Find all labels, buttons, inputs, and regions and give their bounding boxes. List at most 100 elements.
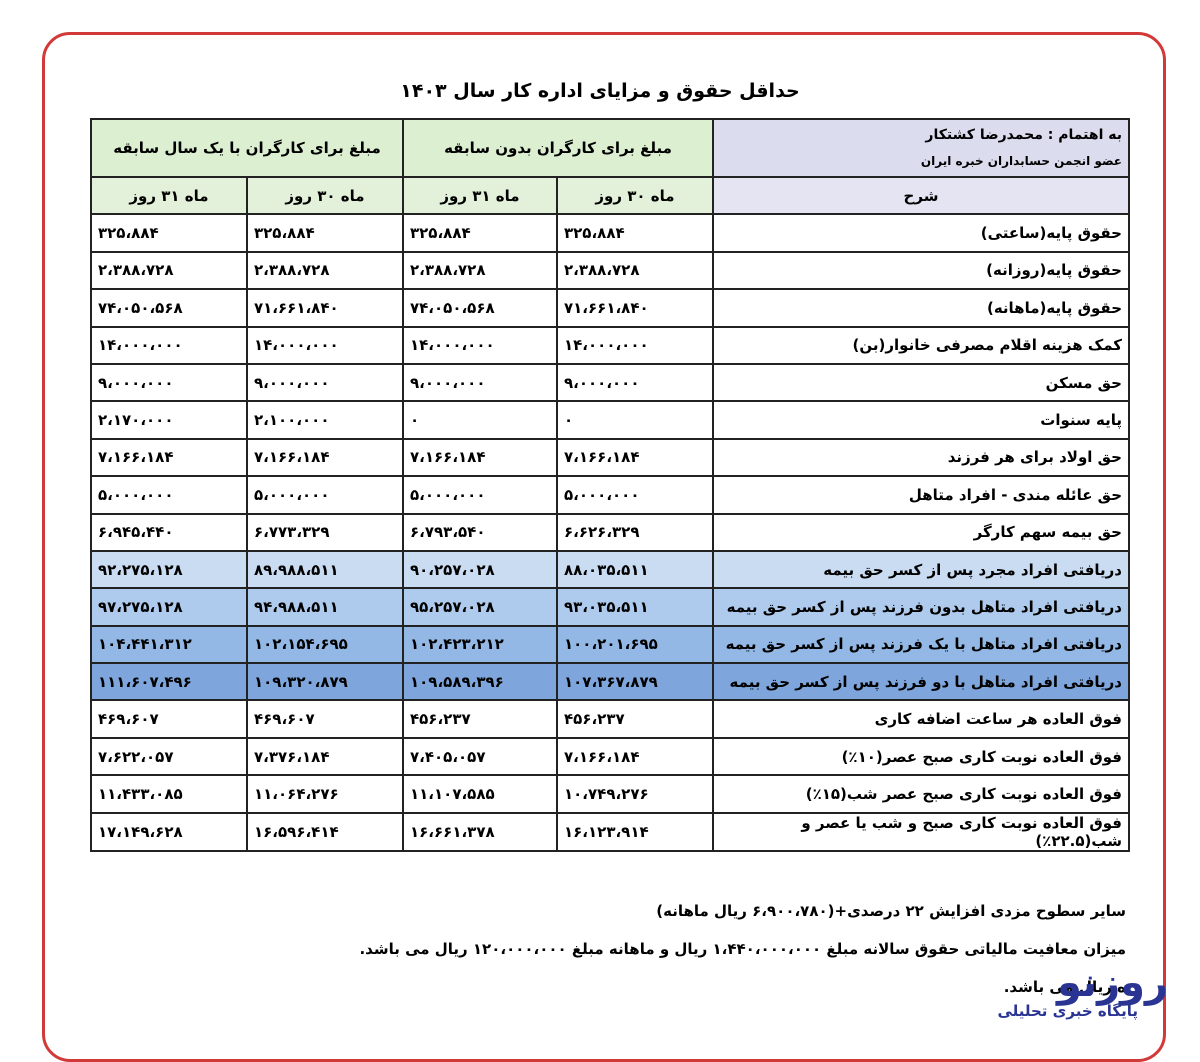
amount: ۳۲۵،۸۸۴	[90, 213, 248, 253]
amount: ۹،۰۰۰،۰۰۰	[556, 362, 714, 403]
amount: ۲،۱۰۰،۰۰۰	[246, 400, 404, 440]
amount: ۶،۷۷۳،۳۲۹	[246, 512, 404, 552]
group-header: مبلغ برای کارگران بدون سابقه	[402, 118, 714, 178]
row: حقوق پایه(ساعتی) ۳۲۵،۸۸۴ ۳۲۵،۸۸۴ ۳۲۵،۸۸۴ ۳۲۵…	[90, 213, 1130, 253]
row: حقوق پایه(روزانه) ۲،۳۸۸،۷۲۸ ۲،۳۸۸،۷۲۸ ۲،۳۸۸…	[90, 250, 1130, 291]
amount: ۷۴،۰۵۰،۵۶۸	[90, 288, 248, 328]
amount: ۴۵۶،۲۳۷	[556, 699, 714, 739]
row: حق بیمه سهم کارگر ۶،۶۲۶،۳۲۹ ۶،۷۹۳،۵۴۰ ۶،۷۷۳…	[90, 512, 1130, 552]
amount: ۷،۴۰۵،۰۵۷	[402, 736, 558, 777]
amount: ۰	[556, 400, 714, 440]
amount: ۱۰۹،۳۲۰،۸۷۹	[246, 662, 404, 702]
amount: ۹۷،۲۷۵،۱۲۸	[90, 587, 248, 627]
amount: ۲،۳۸۸،۷۲۸	[90, 250, 248, 291]
amount: ۱۰۹،۵۸۹،۳۹۶	[402, 662, 558, 702]
amount: ۶،۹۴۵،۴۴۰	[90, 512, 248, 552]
group-header: مبلغ برای کارگران با یک سال سابقه	[90, 118, 404, 178]
column-header: ماه ۳۰ روز	[246, 175, 404, 216]
amount: ۱۷،۱۴۹،۶۲۸	[90, 811, 248, 852]
amount: ۱۶،۵۹۶،۴۱۴	[246, 811, 404, 852]
amount: ۹۴،۹۸۸،۵۱۱	[246, 587, 404, 627]
credit-sub: عضو انجمن حسابداران خبره ایران	[920, 154, 1122, 168]
row: دریافتی افراد مجرد پس از کسر حق بیمه ۸۸،۰…	[90, 549, 1130, 590]
row-label: فوق العاده نوبت کاری صبح و شب یا عصر و ش…	[712, 811, 1130, 852]
amount: ۷،۱۶۶،۱۸۴	[556, 736, 714, 777]
salary-table: به اهتمام : محمدرضا کشتکار عضو انجمن حساب…	[90, 118, 1130, 852]
row-label: دریافتی افراد متاهل بدون فرزند پس از کسر…	[712, 587, 1130, 627]
amount: ۸۸،۰۳۵،۵۱۱	[556, 549, 714, 590]
amount: ۷،۱۶۶،۱۸۴	[90, 437, 248, 478]
amount: ۳۲۵،۸۸۴	[402, 213, 558, 253]
amount: ۳۲۵،۸۸۴	[246, 213, 404, 253]
credit: به اهتمام : محمدرضا کشتکار	[925, 127, 1122, 143]
amount: ۱۰۲،۴۲۳،۲۱۲	[402, 624, 558, 665]
amount: ۱۰۰،۲۰۱،۶۹۵	[556, 624, 714, 665]
amount: ۹،۰۰۰،۰۰۰	[90, 362, 248, 403]
row: فوق العاده نوبت کاری صبح و شب یا عصر و ش…	[90, 811, 1130, 852]
column-header: ماه ۳۱ روز	[90, 175, 248, 216]
amount: ۹،۰۰۰،۰۰۰	[246, 362, 404, 403]
row: پایه سنوات ۰ ۰ ۲،۱۰۰،۰۰۰ ۲،۱۷۰،۰۰۰	[90, 400, 1130, 440]
row-label: فوق العاده نوبت کاری صبح عصر شب(۱۵٪)	[712, 774, 1130, 814]
amount: ۱۰۲،۱۵۴،۶۹۵	[246, 624, 404, 665]
column-header: ماه ۳۱ روز	[402, 175, 558, 216]
amount: ۲،۳۸۸،۷۲۸	[402, 250, 558, 291]
row-label: دریافتی افراد متاهل با دو فرزند پس از کس…	[712, 662, 1130, 702]
amount: ۱۴،۰۰۰،۰۰۰	[402, 325, 558, 365]
amount: ۲،۳۸۸،۷۲۸	[246, 250, 404, 291]
row: دریافتی افراد متاهل بدون فرزند پس از کسر…	[90, 587, 1130, 627]
amount: ۶،۷۹۳،۵۴۰	[402, 512, 558, 552]
amount: ۸۹،۹۸۸،۵۱۱	[246, 549, 404, 590]
amount: ۷،۱۶۶،۱۸۴	[246, 437, 404, 478]
column-header: شرح	[712, 175, 1130, 216]
amount: ۱۱،۱۰۷،۵۸۵	[402, 774, 558, 814]
amount: ۷۱،۶۶۱،۸۴۰	[246, 288, 404, 328]
amount: ۹۵،۲۵۷،۰۲۸	[402, 587, 558, 627]
row: فوق العاده نوبت کاری صبح عصر شب(۱۵٪) ۱۰،۷…	[90, 774, 1130, 814]
logo-tagline: پایگاه خبری تحلیلی	[997, 1002, 1138, 1020]
row-label: حق مسکن	[712, 362, 1130, 403]
amount: ۱۶،۶۶۱،۳۷۸	[402, 811, 558, 852]
row-label: حق اولاد برای هر فرزند	[712, 437, 1130, 478]
row-label: دریافتی افراد مجرد پس از کسر حق بیمه	[712, 549, 1130, 590]
amount: ۴۶۹،۶۰۷	[246, 699, 404, 739]
amount: ۲،۱۷۰،۰۰۰	[90, 400, 248, 440]
title: حداقل حقوق و مزایای اداره کار سال ۱۴۰۳	[400, 80, 800, 102]
amount: ۳۲۵،۸۸۴	[556, 213, 714, 253]
row-label: پایه سنوات	[712, 400, 1130, 440]
page: حداقل حقوق و مزایای اداره کار سال ۱۴۰۳ ب…	[42, 32, 1188, 1062]
row: حق مسکن ۹،۰۰۰،۰۰۰ ۹،۰۰۰،۰۰۰ ۹،۰۰۰،۰۰۰ ۹،۰۰۰،…	[90, 362, 1130, 403]
note: میزان معافیت مالیاتی حقوق سالانه مبلغ ۱،…	[359, 940, 1126, 958]
amount: ۱۴،۰۰۰،۰۰۰	[246, 325, 404, 365]
amount: ۱۰۴،۴۴۱،۳۱۲	[90, 624, 248, 665]
row-label: حقوق پایه(روزانه)	[712, 250, 1130, 291]
amount: ۱۰۷،۳۶۷،۸۷۹	[556, 662, 714, 702]
amount: ۱۰،۷۴۹،۲۷۶	[556, 774, 714, 814]
row: فوق العاده نوبت کاری صبح عصر(۱۰٪) ۷،۱۶۶،۱…	[90, 736, 1130, 777]
row-label: حق عائله مندی - افراد متاهل	[712, 475, 1130, 515]
logo: روزنو پایگاه خبری تحلیلی	[888, 960, 1188, 1026]
amount: ۹۲،۲۷۵،۱۲۸	[90, 549, 248, 590]
credit-cell: به اهتمام : محمدرضا کشتکار عضو انجمن حساب…	[712, 118, 1130, 178]
row-label: فوق العاده هر ساعت اضافه کاری	[712, 699, 1130, 739]
row: حق عائله مندی - افراد متاهل ۵،۰۰۰،۰۰۰ ۵،۰۰…	[90, 475, 1130, 515]
amount: ۴۶۹،۶۰۷	[90, 699, 248, 739]
amount: ۵،۰۰۰،۰۰۰	[402, 475, 558, 515]
amount: ۷،۱۶۶،۱۸۴	[402, 437, 558, 478]
amount: ۵،۰۰۰،۰۰۰	[246, 475, 404, 515]
amount: ۵،۰۰۰،۰۰۰	[90, 475, 248, 515]
amount: ۷،۱۶۶،۱۸۴	[556, 437, 714, 478]
note: ه ریال می باشد.	[1003, 978, 1126, 996]
row: دریافتی افراد متاهل با دو فرزند پس از کس…	[90, 662, 1130, 702]
row: فوق العاده هر ساعت اضافه کاری ۴۵۶،۲۳۷ ۴۵۶،…	[90, 699, 1130, 739]
amount: ۷۴،۰۵۰،۵۶۸	[402, 288, 558, 328]
note: سایر سطوح مزدی افزایش ۲۲ درصدی+(۶،۹۰۰،۷۸…	[656, 902, 1126, 920]
amount: ۴۵۶،۲۳۷	[402, 699, 558, 739]
row-label: حقوق پایه(ساعتی)	[712, 213, 1130, 253]
amount: ۱۱،۴۳۳،۰۸۵	[90, 774, 248, 814]
amount: ۷،۶۲۲،۰۵۷	[90, 736, 248, 777]
amount: ۹۰،۲۵۷،۰۲۸	[402, 549, 558, 590]
row: حقوق پایه(ماهانه) ۷۱،۶۶۱،۸۴۰ ۷۴،۰۵۰،۵۶۸ ۷۱،…	[90, 288, 1130, 328]
row-label: فوق العاده نوبت کاری صبح عصر(۱۰٪)	[712, 736, 1130, 777]
logo-name: روزنو	[1056, 960, 1168, 1006]
